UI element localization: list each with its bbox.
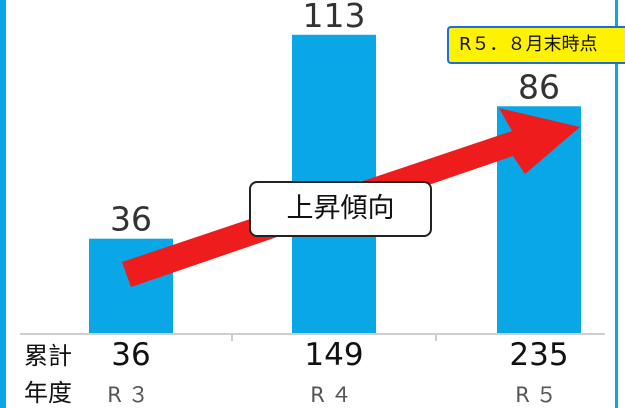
year-label-3: R５ [515, 383, 563, 407]
trend-label: 上昇傾向 [249, 181, 432, 237]
right-border-line [615, 0, 618, 408]
year-labels: R３ R４ R５ [107, 383, 563, 407]
year-row-label: 年度 [24, 379, 72, 407]
bar-value-labels: 36 113 86 [110, 0, 560, 239]
bar-value-label-3: 86 [518, 67, 560, 106]
cumulative-value-3: 235 [509, 337, 568, 373]
year-label-2: R４ [310, 383, 358, 407]
year-label-1: R３ [107, 383, 155, 407]
cumulative-value-1: 36 [111, 337, 150, 373]
x-axis-ticks [231, 334, 437, 341]
note-badge: R５．８月末時点 [447, 26, 625, 64]
bar-value-label-1: 36 [110, 200, 152, 239]
cumulative-row-label: 累計 [24, 342, 72, 370]
left-border-line [0, 0, 6, 408]
cumulative-value-2: 149 [304, 337, 363, 373]
bar-value-label-2: 113 [303, 0, 366, 35]
cumulative-values: 36 149 235 [111, 337, 568, 373]
